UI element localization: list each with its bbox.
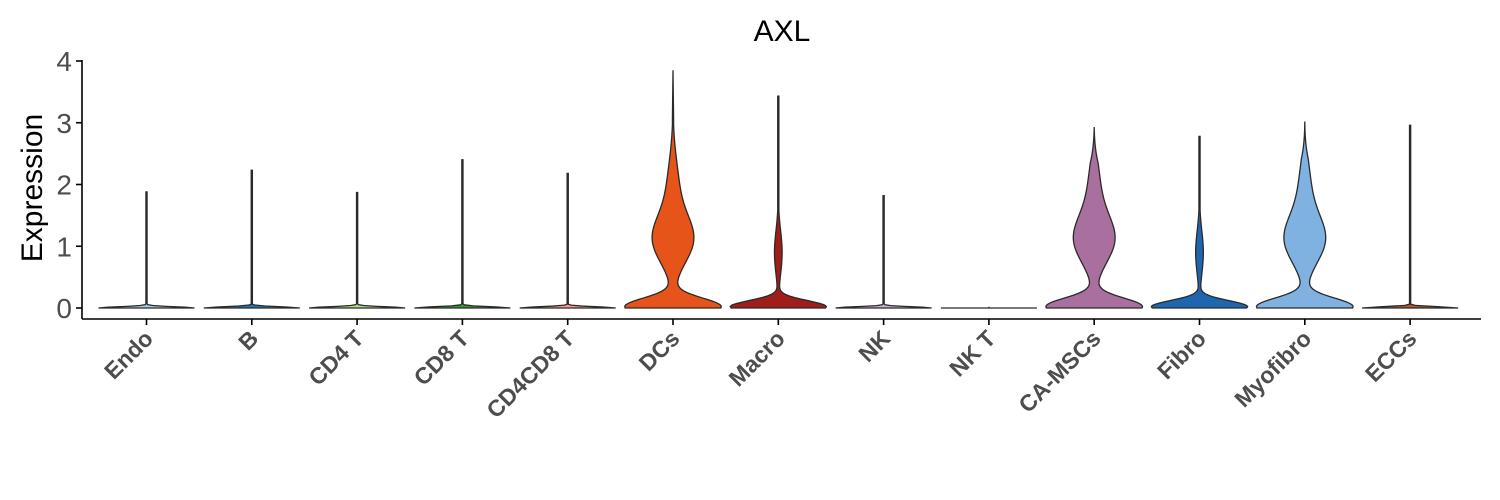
y-tick-label: 4: [56, 46, 72, 77]
x-tick-label: NK T: [944, 325, 1000, 381]
violin-dcs: [623, 70, 723, 309]
x-tick-label: Macro: [724, 325, 790, 391]
x-tick-label: Fibro: [1152, 325, 1211, 384]
violin-b: [203, 169, 300, 309]
violin-group: [98, 70, 1459, 309]
y-tick-label: 3: [56, 108, 72, 139]
x-tick-label: ECCs: [1360, 325, 1422, 387]
chart-title: AXL: [754, 15, 811, 48]
violin-cd8-t: [414, 159, 511, 309]
x-tick-label: CD4CD8 T: [481, 325, 579, 423]
violin-myofibro: [1255, 121, 1354, 309]
violin-cd4cd8-t: [519, 172, 616, 309]
tick-group: 0 1 2 3 4 Endo B CD4 T CD8 T CD4CD8 T DCs Macro NK NK…: [56, 46, 1421, 423]
violin-eccs: [1362, 124, 1459, 309]
x-tick-label: CD4 T: [303, 325, 368, 390]
violin-nk: [835, 194, 932, 309]
x-tick-label: Myofibro: [1229, 325, 1316, 412]
violin-ca-mscs: [1045, 127, 1144, 309]
violin-macro: [729, 95, 828, 309]
violin-nk-t: [940, 306, 1037, 309]
violin-endo: [98, 191, 195, 309]
y-tick-label: 0: [56, 293, 72, 324]
x-tick-label: CA-MSCs: [1013, 325, 1105, 417]
y-axis-label: Expression: [16, 114, 49, 262]
x-tick-label: NK: [853, 325, 895, 367]
violin-cd4-t: [309, 191, 406, 309]
violin-fibro: [1150, 135, 1249, 309]
x-tick-label: B: [233, 325, 263, 355]
y-tick-label: 2: [56, 170, 72, 201]
x-tick-label: Endo: [99, 325, 158, 384]
y-tick-label: 1: [56, 231, 72, 262]
x-tick-label: DCs: [634, 325, 685, 376]
x-tick-label: CD8 T: [409, 325, 474, 390]
